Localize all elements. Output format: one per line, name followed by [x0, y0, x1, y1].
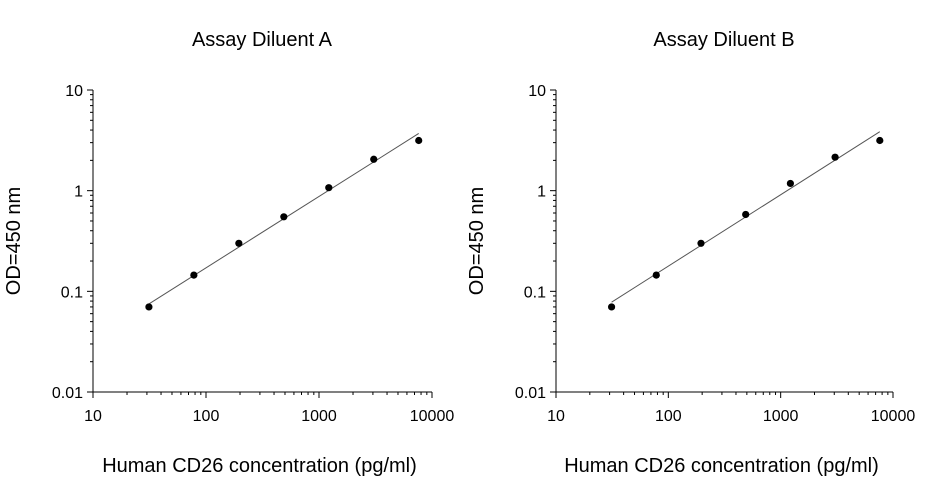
x-tick-label: 10 — [84, 408, 102, 425]
data-point — [697, 239, 705, 247]
y-tick-label: 0.1 — [524, 284, 546, 301]
y-tick-label: 0.1 — [61, 284, 83, 301]
y-tick-label: 0.01 — [515, 385, 546, 402]
data-point — [190, 271, 198, 279]
data-point — [742, 210, 750, 219]
x-tick-label: 100 — [193, 408, 220, 425]
data-point — [235, 239, 243, 247]
chart-panel-1: Assay Diluent A 0.01 0.1 1 10 10 100 1000 10000 H… — [3, 29, 454, 477]
data-point — [415, 136, 423, 145]
y-tick-label: 10 — [528, 83, 546, 100]
x-axis-label: Human CD26 concentration (pg/ml) — [564, 455, 879, 477]
x-tick-label: 10000 — [410, 408, 455, 425]
data-point — [145, 303, 153, 311]
y-tick-label: 0.01 — [52, 385, 83, 402]
y-axis-label: OD=450 nm — [466, 187, 488, 295]
y-tick-label: 10 — [65, 83, 83, 100]
x-tick-label: 1000 — [763, 408, 799, 425]
data-point — [280, 213, 288, 221]
chart-panel-2: Assay Diluent B 0.01 0.1 1 10 10 100 1000 10000 H… — [466, 29, 915, 477]
data-point — [370, 155, 378, 163]
y-axis-label: OD=450 nm — [3, 187, 25, 295]
data-point — [876, 136, 884, 145]
data-point — [786, 179, 794, 188]
data-point — [831, 153, 839, 161]
data-point — [325, 184, 333, 192]
x-tick-label: 10000 — [871, 408, 916, 425]
x-axis-label: Human CD26 concentration (pg/ml) — [102, 455, 417, 477]
data-point — [607, 303, 616, 311]
y-tick-label: 1 — [537, 184, 546, 201]
chart-title: Assay Diluent A — [192, 29, 333, 51]
data-point — [652, 271, 660, 279]
y-tick-label: 1 — [74, 184, 83, 201]
x-tick-label: 1000 — [301, 408, 337, 425]
x-tick-label: 10 — [547, 408, 565, 425]
x-tick-label: 100 — [655, 408, 682, 425]
chart-title: Assay Diluent B — [653, 29, 794, 51]
